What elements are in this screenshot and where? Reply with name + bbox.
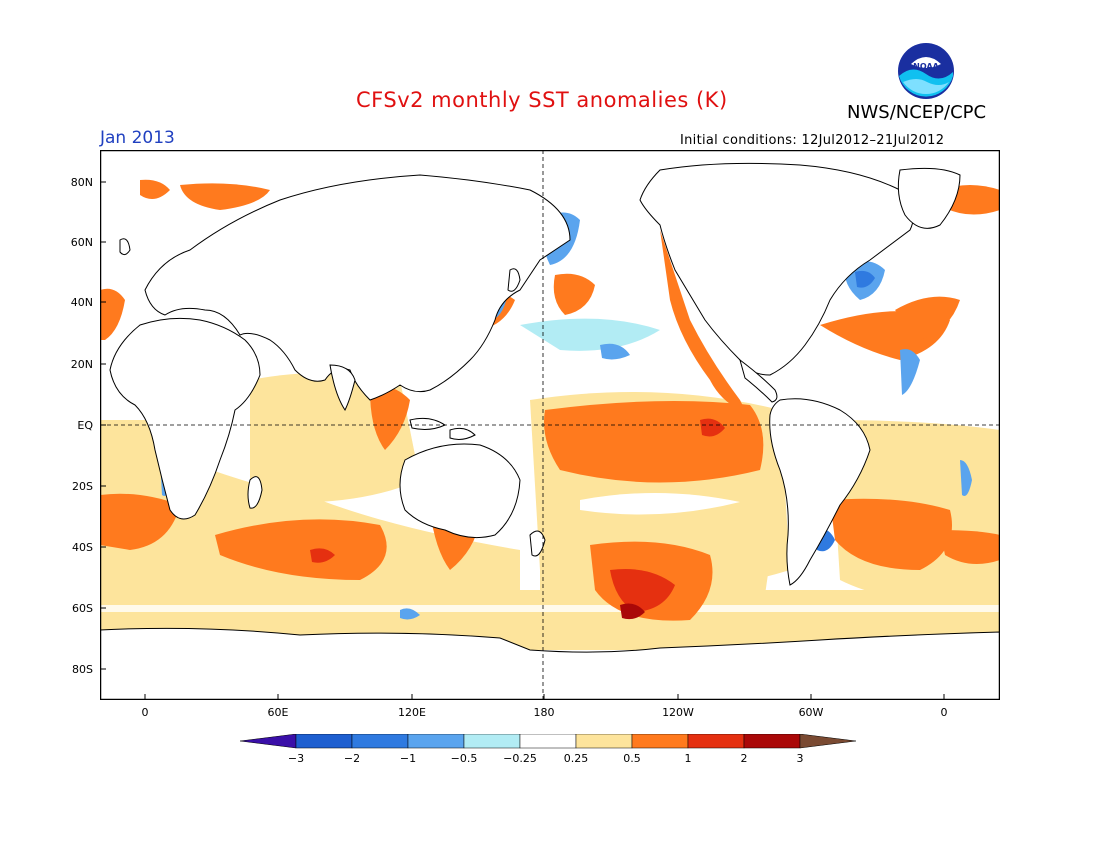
lat-label: 60S: [72, 602, 93, 615]
colorbar-label: 3: [797, 752, 804, 764]
lon-label: 120E: [398, 706, 426, 719]
organization-label: NWS/NCEP/CPC: [847, 102, 987, 123]
chart-title: CFSv2 monthly SST anomalies (K): [356, 88, 728, 112]
lat-label: 60N: [71, 236, 93, 249]
colorbar-swatch: [407, 734, 465, 749]
initial-conditions-label: Initial conditions: 12Jul2012–21Jul2012: [680, 133, 945, 148]
lat-label: 20N: [71, 358, 93, 371]
lon-label: 60W: [799, 706, 824, 719]
forecast-period: Jan 2013: [100, 128, 175, 148]
lon-label: 120W: [662, 706, 694, 719]
colorbar-label: 1: [685, 752, 692, 764]
lat-label: 80N: [71, 176, 93, 189]
colorbar-label: −2: [344, 752, 360, 764]
lon-label: 60E: [268, 706, 289, 719]
sst-anomaly-map: [100, 150, 1000, 700]
colorbar-swatch: [743, 734, 801, 749]
colorbar-swatch: [240, 734, 297, 749]
lon-label: 180: [534, 706, 555, 719]
colorbar-swatch: [799, 734, 857, 749]
lon-label: 0: [941, 706, 948, 719]
colorbar-swatch: [519, 734, 577, 749]
lon-label: 0: [142, 706, 149, 719]
lat-label: 20S: [72, 480, 93, 493]
colorbar-label: −1: [400, 752, 416, 764]
colorbar-swatch: [351, 734, 409, 749]
colorbar-label: 0.25: [564, 752, 589, 764]
colorbar-label: −3: [288, 752, 304, 764]
colorbar-swatch: [575, 734, 633, 749]
colorbar-label: 0.5: [623, 752, 641, 764]
noaa-logo-text: NOAA: [913, 62, 939, 71]
colorbar-swatch: [687, 734, 745, 749]
lat-label: EQ: [77, 419, 93, 432]
colorbar-swatch: [631, 734, 689, 749]
colorbar-label: −0.25: [503, 752, 537, 764]
colorbar-label: −0.5: [451, 752, 478, 764]
colorbar: −3 −2 −1 −0.5 −0.25 0.25 0.5 1 2 3: [240, 734, 857, 764]
noaa-logo: NOAA: [898, 43, 954, 99]
lat-label: 40S: [72, 541, 93, 554]
colorbar-swatch: [295, 734, 353, 749]
lat-label: 40N: [71, 296, 93, 309]
colorbar-swatch: [463, 734, 521, 749]
colorbar-label: 2: [741, 752, 748, 764]
lat-label: 80S: [72, 663, 93, 676]
